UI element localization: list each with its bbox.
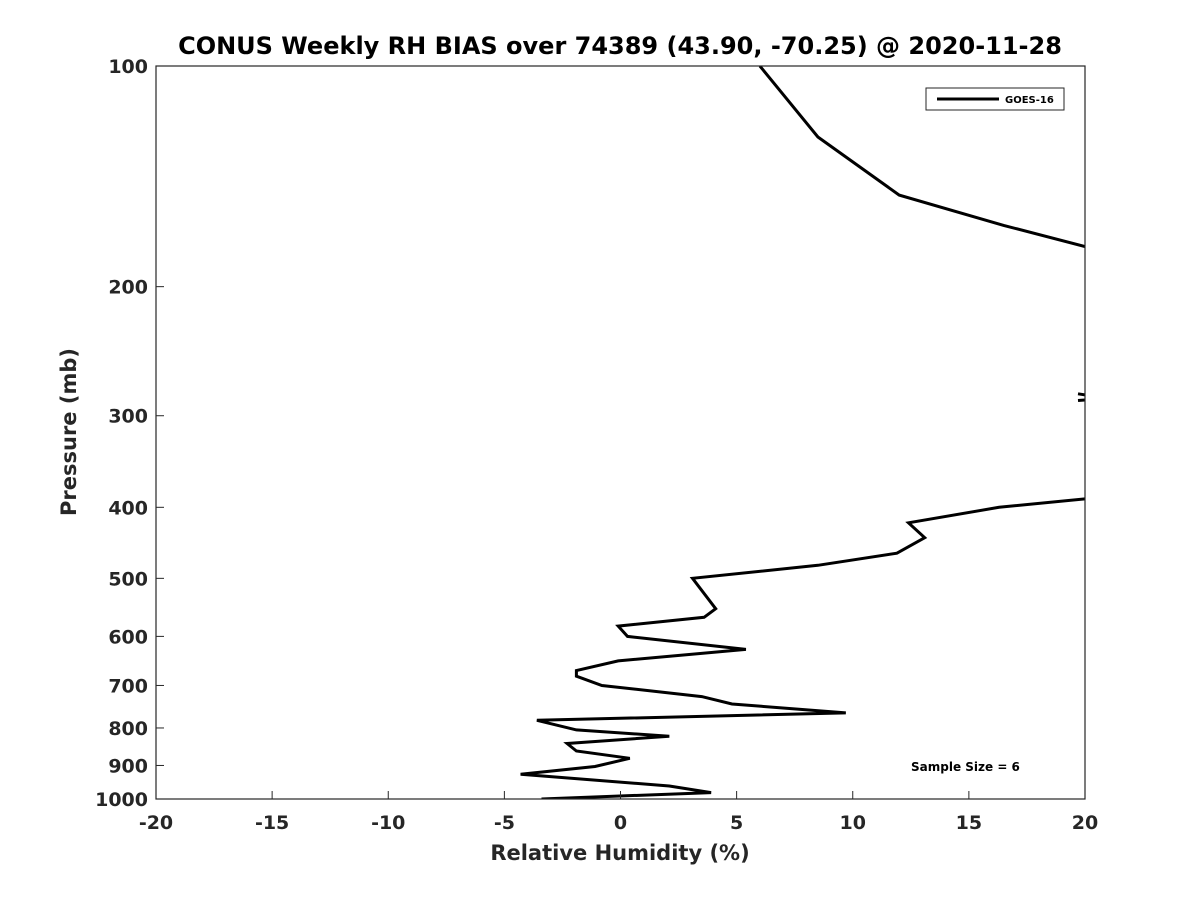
- x-tick-label: -5: [494, 812, 515, 834]
- y-tick-label: 1000: [95, 789, 148, 811]
- y-tick-label: 800: [108, 718, 148, 740]
- y-axis-label: Pressure (mb): [57, 348, 81, 516]
- y-tick-label: 900: [108, 755, 148, 777]
- y-tick-label: 700: [108, 675, 148, 697]
- y-tick-label: 200: [108, 277, 148, 299]
- x-tick-label: -20: [139, 812, 173, 834]
- legend: GOES-16: [925, 87, 1065, 111]
- legend-entry: GOES-16: [1005, 95, 1054, 106]
- chart-title: CONUS Weekly RH BIAS over 74389 (43.90, …: [178, 32, 1062, 60]
- series-layer: [520, 66, 1085, 799]
- y-tick-label: 400: [108, 497, 148, 519]
- sample-size-annotation: Sample Size = 6: [911, 760, 1020, 774]
- y-tick-label: 300: [108, 406, 148, 428]
- series-line-segment: [520, 497, 1085, 799]
- x-axis: -20 -15 -10 -5 0 5 10 15 20: [139, 791, 1098, 834]
- x-tick-label: 10: [840, 812, 866, 834]
- x-tick-label: 20: [1072, 812, 1098, 834]
- y-tick-label: 600: [108, 626, 148, 648]
- y-axis: 100 200 300 400 500 600 700 800 900 1000: [95, 56, 164, 811]
- series-line-segment: [758, 66, 1085, 249]
- x-tick-label: 0: [614, 812, 627, 834]
- x-tick-label: 15: [956, 812, 982, 834]
- x-axis-label: Relative Humidity (%): [490, 841, 749, 865]
- y-tick-label: 500: [108, 568, 148, 590]
- x-tick-label: -10: [371, 812, 405, 834]
- x-tick-label: 5: [730, 812, 743, 834]
- x-tick-label: -15: [255, 812, 289, 834]
- y-tick-label: 100: [108, 56, 148, 78]
